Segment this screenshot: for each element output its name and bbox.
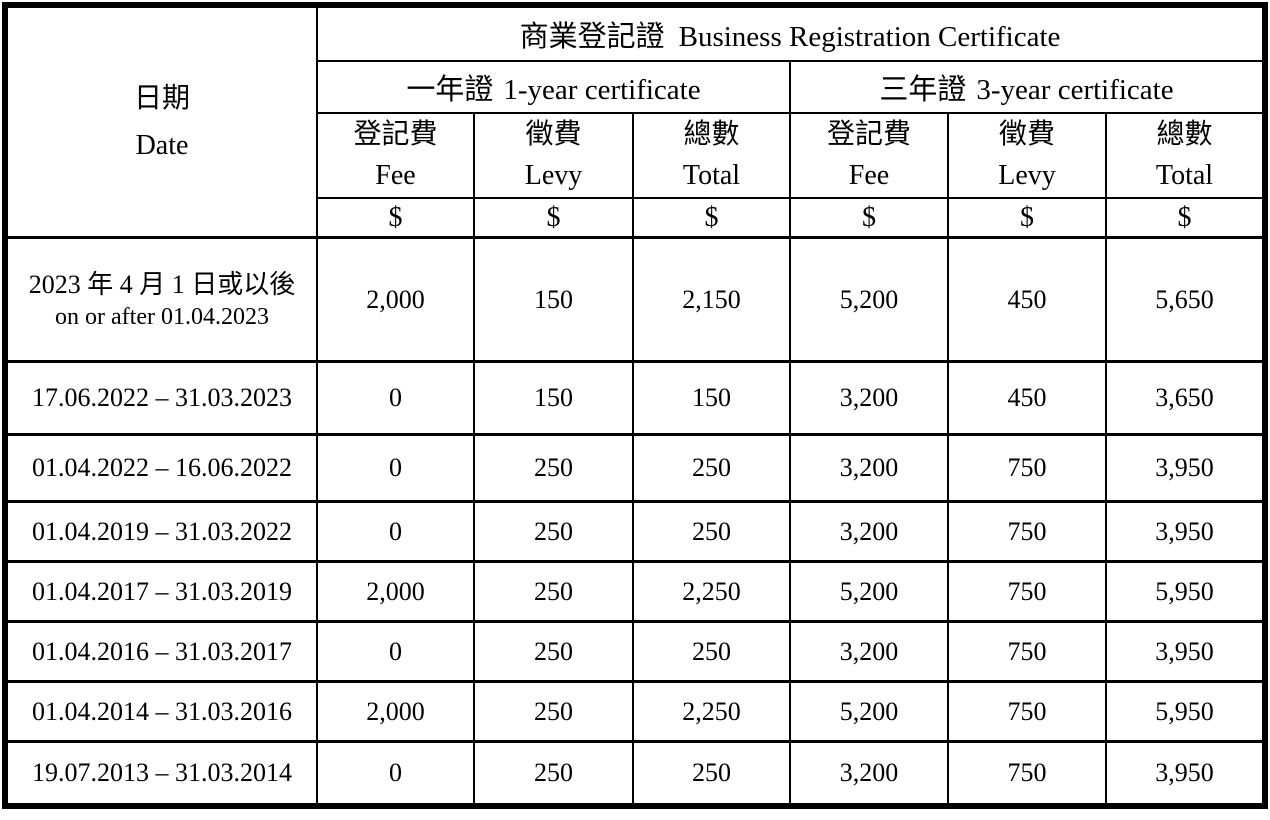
col-header-fee-3yr: 登記費 Fee [789, 112, 949, 199]
fee-3yr-value: 3,200 [789, 433, 949, 504]
fee-3yr-value: 3,200 [789, 360, 949, 437]
fee-1yr-value: 2,000 [316, 680, 475, 744]
levy-3yr-value: 450 [947, 236, 1107, 364]
date-range-cell: 19.07.2013 – 31.03.2014 [4, 740, 318, 808]
total-3yr-value: 5,950 [1105, 680, 1266, 744]
currency-cell-total-1yr: $ [632, 196, 791, 239]
levy-3yr-value: 750 [947, 433, 1107, 504]
levy-3yr-value: 750 [947, 680, 1107, 744]
fee-3yr-value: 5,200 [789, 680, 949, 744]
col-header-total-1yr: 總數 Total [632, 112, 791, 199]
table-body: 2023 年 4 月 1 日或以後 on or after 01.04.2023… [4, 236, 1266, 808]
date-range-cell: 01.04.2016 – 31.03.2017 [4, 620, 318, 684]
table-row: 19.07.2013 – 31.03.2014 0 250 250 3,200 … [4, 740, 1266, 808]
fee-3yr-value: 3,200 [789, 620, 949, 684]
fee-3yr-value: 3,200 [789, 740, 949, 808]
table-header: 日期 Date 商業登記證 Business Registration Certi… [4, 4, 1266, 239]
total-3yr-value: 3,950 [1105, 500, 1266, 564]
table-row: 2023 年 4 月 1 日或以後 on or after 01.04.2023… [4, 236, 1266, 364]
table-row: 01.04.2022 – 16.06.2022 0 250 250 3,200 … [4, 433, 1266, 504]
fee-1yr-value: 0 [316, 500, 475, 564]
fee-1yr-value: 2,000 [316, 236, 475, 364]
main-header-zh: 商業登記證 [519, 21, 665, 53]
levy-1yr-value: 150 [473, 236, 634, 364]
group-header-1yr-en: 1-year certificate [503, 74, 701, 106]
total-3yr-value: 3,950 [1105, 620, 1266, 684]
col-header-fee-1yr: 登記費 Fee [316, 112, 475, 199]
group-header-3yr: 三年證 3-year certificate [789, 60, 1266, 114]
total-1yr-value: 250 [632, 620, 791, 684]
fee-1yr-value: 0 [316, 360, 475, 437]
levy-3yr-value: 450 [947, 360, 1107, 437]
total-1yr-value: 250 [632, 433, 791, 504]
fee-1yr-value: 0 [316, 433, 475, 504]
total-1yr-value: 150 [632, 360, 791, 437]
currency-cell-fee-1yr: $ [316, 196, 475, 239]
levy-3yr-value: 750 [947, 740, 1107, 808]
levy-1yr-value: 250 [473, 740, 634, 808]
currency-cell-fee-3yr: $ [789, 196, 949, 239]
fee-3yr-value: 5,200 [789, 560, 949, 624]
date-range-cell: 17.06.2022 – 31.03.2023 [4, 360, 318, 437]
levy-3yr-value: 750 [947, 500, 1107, 564]
date-range-zh: 2023 年 4 月 1 日或以後 [28, 270, 296, 300]
total-1yr-value: 2,150 [632, 236, 791, 364]
total-3yr-value: 5,650 [1105, 236, 1266, 364]
levy-3yr-value: 750 [947, 620, 1107, 684]
total-3yr-value: 3,950 [1105, 433, 1266, 504]
table-row: 17.06.2022 – 31.03.2023 0 150 150 3,200 … [4, 360, 1266, 437]
group-header-1yr: 一年證 1-year certificate [316, 60, 791, 114]
col-header-levy-3yr: 徵費 Levy [947, 112, 1107, 199]
levy-1yr-value: 250 [473, 680, 634, 744]
date-range-cell: 01.04.2022 – 16.06.2022 [4, 433, 318, 504]
date-range-cell: 01.04.2017 – 31.03.2019 [4, 560, 318, 624]
total-1yr-value: 2,250 [632, 560, 791, 624]
total-1yr-value: 250 [632, 500, 791, 564]
date-column-header: 日期 Date [4, 4, 318, 239]
table-row: 01.04.2014 – 31.03.2016 2,000 250 2,250 … [4, 680, 1266, 744]
levy-3yr-value: 750 [947, 560, 1107, 624]
fee-1yr-value: 0 [316, 740, 475, 808]
table-row: 01.04.2019 – 31.03.2022 0 250 250 3,200 … [4, 500, 1266, 564]
total-3yr-value: 3,650 [1105, 360, 1266, 437]
date-header-zh: 日期 [133, 83, 190, 115]
col-header-levy-1yr: 徵費 Levy [473, 112, 634, 199]
levy-1yr-value: 250 [473, 433, 634, 504]
currency-cell-levy-3yr: $ [947, 196, 1107, 239]
total-1yr-value: 250 [632, 740, 791, 808]
total-3yr-value: 5,950 [1105, 560, 1266, 624]
date-header-en: Date [135, 130, 189, 162]
main-header-cell: 商業登記證 Business Registration Certificate [316, 4, 1266, 62]
levy-1yr-value: 150 [473, 360, 634, 437]
group-header-3yr-en: 3-year certificate [976, 74, 1174, 106]
fee-1yr-value: 0 [316, 620, 475, 684]
col-header-total-3yr: 總數 Total [1105, 112, 1266, 199]
total-3yr-value: 3,950 [1105, 740, 1266, 808]
total-1yr-value: 2,250 [632, 680, 791, 744]
table-row: 01.04.2017 – 31.03.2019 2,000 250 2,250 … [4, 560, 1266, 624]
date-range-en: on or after 01.04.2023 [55, 304, 269, 331]
levy-1yr-value: 250 [473, 500, 634, 564]
levy-1yr-value: 250 [473, 560, 634, 624]
fee-1yr-value: 2,000 [316, 560, 475, 624]
main-header-en: Business Registration Certificate [678, 21, 1061, 53]
group-header-3yr-zh: 三年證 [879, 74, 967, 106]
date-range-cell: 01.04.2014 – 31.03.2016 [4, 680, 318, 744]
date-range-cell: 2023 年 4 月 1 日或以後 on or after 01.04.2023 [4, 236, 318, 364]
currency-cell-levy-1yr: $ [473, 196, 634, 239]
levy-1yr-value: 250 [473, 620, 634, 684]
table-row: 01.04.2016 – 31.03.2017 0 250 250 3,200 … [4, 620, 1266, 684]
date-range-cell: 01.04.2019 – 31.03.2022 [4, 500, 318, 564]
group-header-1yr-zh: 一年證 [406, 74, 494, 106]
fee-3yr-value: 5,200 [789, 236, 949, 364]
fee-3yr-value: 3,200 [789, 500, 949, 564]
currency-cell-total-3yr: $ [1105, 196, 1266, 239]
